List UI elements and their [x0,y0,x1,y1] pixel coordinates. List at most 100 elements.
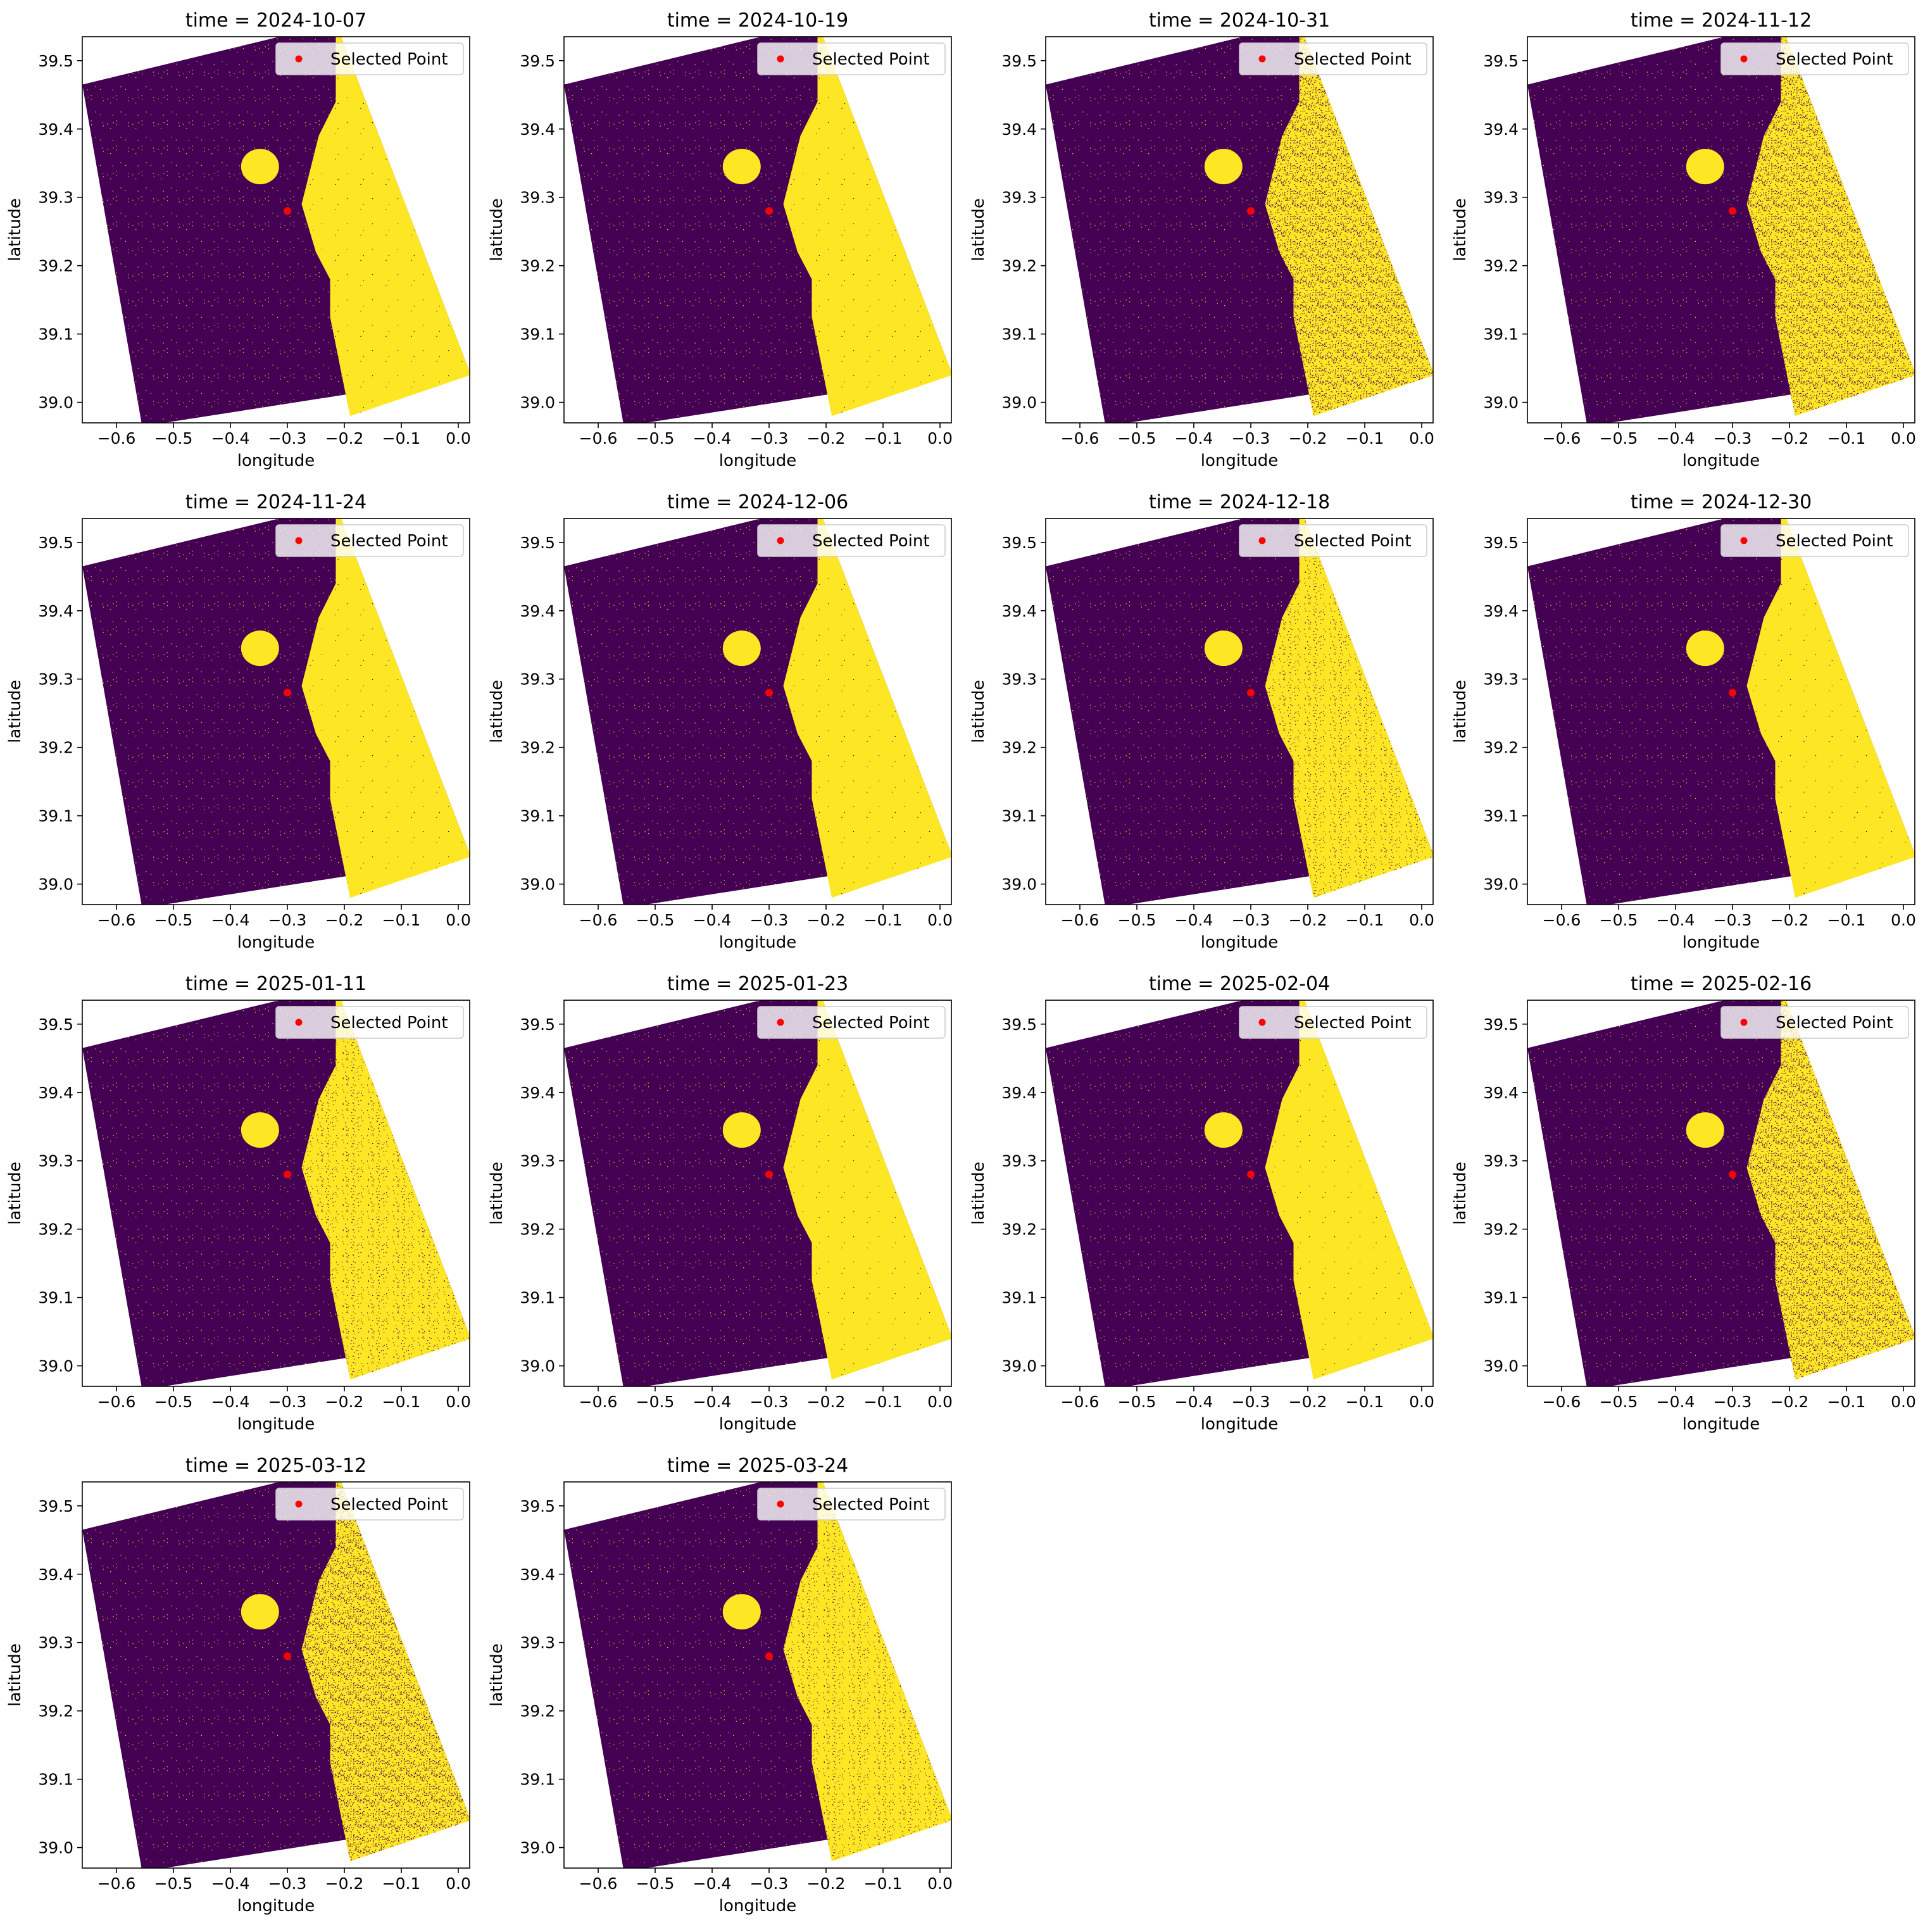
y-tick-label: 39.5 [1001,534,1037,552]
y-tick-label: 39.4 [38,1084,73,1102]
x-tick-label: −0.5 [636,429,675,448]
legend-marker [1740,1019,1748,1026]
x-tick-label: −0.6 [1061,1393,1100,1411]
x-tick-label: −0.1 [1827,1393,1866,1411]
x-axis-label: longitude [719,451,797,470]
x-tick-label: −0.6 [1061,429,1100,448]
x-tick-label: −0.1 [382,1874,421,1893]
legend-marker [1258,55,1266,63]
y-tick-label: 39.1 [1001,325,1037,344]
panel-title: time = 2024-12-18 [1149,491,1330,513]
legend-label: Selected Point [1776,532,1893,551]
legend: Selected Point [1720,42,1909,75]
y-tick-label: 39.0 [520,1839,555,1857]
y-tick-label: 39.3 [1001,1152,1037,1170]
axes-frame [82,36,470,423]
x-tick-label: 0.0 [446,1393,471,1411]
x-tick-label: −0.1 [382,911,421,929]
x-tick-label: 0.0 [927,911,953,929]
map-panel: −0.6 −0.5 −0.4 −0.3 −0.2 −0.1 0.0 39.0 39.1 39.2 3… [6,1455,471,1916]
panel-title: time = 2024-12-30 [1631,491,1812,513]
x-tick-label: −0.6 [97,429,136,448]
legend-box [275,1006,464,1039]
x-tick-label: −0.3 [1232,429,1270,448]
x-tick-label: −0.2 [807,1874,846,1893]
x-tick-label: −0.3 [1714,429,1752,448]
x-tick-label: −0.2 [1289,911,1327,929]
y-tick-label: 39.2 [1483,1220,1519,1239]
y-tick-label: 39.3 [1001,189,1037,207]
y-tick-label: 39.4 [1001,602,1037,620]
x-tick-label: −0.6 [579,1874,618,1893]
sea-area [1746,37,1915,417]
raster-image [82,1000,470,1386]
panel-title: time = 2025-02-04 [1149,973,1330,995]
y-tick-label: 39.2 [520,1702,555,1721]
legend-marker [295,537,303,544]
x-tick-label: −0.4 [693,1393,732,1411]
y-tick-label: 39.3 [520,1152,555,1170]
legend: Selected Point [275,1488,464,1521]
axes-frame [82,1481,470,1869]
legend-marker [777,1500,784,1508]
x-tick-label: −0.5 [636,1393,675,1411]
lagoon [722,149,761,185]
x-axis-label: longitude [1201,1415,1279,1434]
panel-title: time = 2025-03-24 [667,1455,848,1477]
x-tick-label: −0.1 [1827,911,1866,929]
panel-title: time = 2025-01-23 [667,973,848,995]
raster-image [564,1000,951,1386]
y-tick-label: 39.5 [1001,52,1037,70]
x-axis-label: longitude [237,1897,315,1916]
y-axis-label: latitude [969,1162,988,1225]
legend-marker [295,55,303,63]
sea-area [783,37,951,417]
axes-frame [1527,518,1915,905]
panel-title: time = 2024-10-31 [1149,9,1330,32]
selected-point-marker [1247,689,1255,697]
x-tick-label: −0.4 [211,1874,250,1893]
selected-point-marker [765,1170,773,1179]
x-tick-label: −0.3 [268,1393,307,1411]
x-tick-label: −0.4 [693,1874,732,1893]
x-tick-label: −0.1 [864,1393,903,1411]
x-tick-label: −0.1 [864,911,903,929]
selected-point-marker [765,1652,773,1660]
y-tick-label: 39.2 [38,1702,73,1721]
x-tick-label: −0.3 [1714,1393,1752,1411]
selected-point-marker [765,207,773,215]
x-tick-label: −0.1 [382,429,421,448]
legend: Selected Point [757,1488,946,1521]
legend-label: Selected Point [812,1495,930,1514]
legend-marker [777,537,784,544]
legend-label: Selected Point [330,50,448,69]
selected-point-marker [284,207,291,215]
x-axis-label: longitude [237,1415,315,1434]
x-axis-label: longitude [1682,451,1760,470]
y-tick-label: 39.1 [38,807,73,825]
x-tick-label: −0.2 [807,911,846,929]
x-tick-label: 0.0 [1409,911,1434,929]
sea-area [1265,518,1433,898]
x-tick-label: −0.4 [1657,429,1695,448]
y-tick-label: 39.4 [38,1565,73,1584]
x-tick-label: −0.5 [154,1874,193,1893]
x-tick-label: −0.4 [1175,1393,1213,1411]
x-tick-label: −0.5 [1600,429,1638,448]
y-tick-label: 39.4 [38,602,73,620]
x-tick-label: −0.1 [1346,911,1384,929]
x-tick-label: −0.6 [1543,911,1581,929]
x-tick-label: 0.0 [446,429,471,448]
panel-title: time = 2024-12-06 [667,491,848,513]
axes-frame [563,1481,952,1869]
panel-title: time = 2025-02-16 [1631,973,1812,995]
y-tick-label: 39.5 [1483,534,1519,552]
x-tick-label: −0.2 [1770,911,1809,929]
y-tick-label: 39.4 [520,120,555,139]
y-tick-label: 39.1 [520,1771,555,1789]
legend-label: Selected Point [330,1013,448,1032]
panel-title: time = 2025-01-11 [185,973,367,995]
legend-box [275,42,464,75]
legend: Selected Point [1720,1006,1909,1039]
x-tick-label: −0.5 [1600,911,1638,929]
